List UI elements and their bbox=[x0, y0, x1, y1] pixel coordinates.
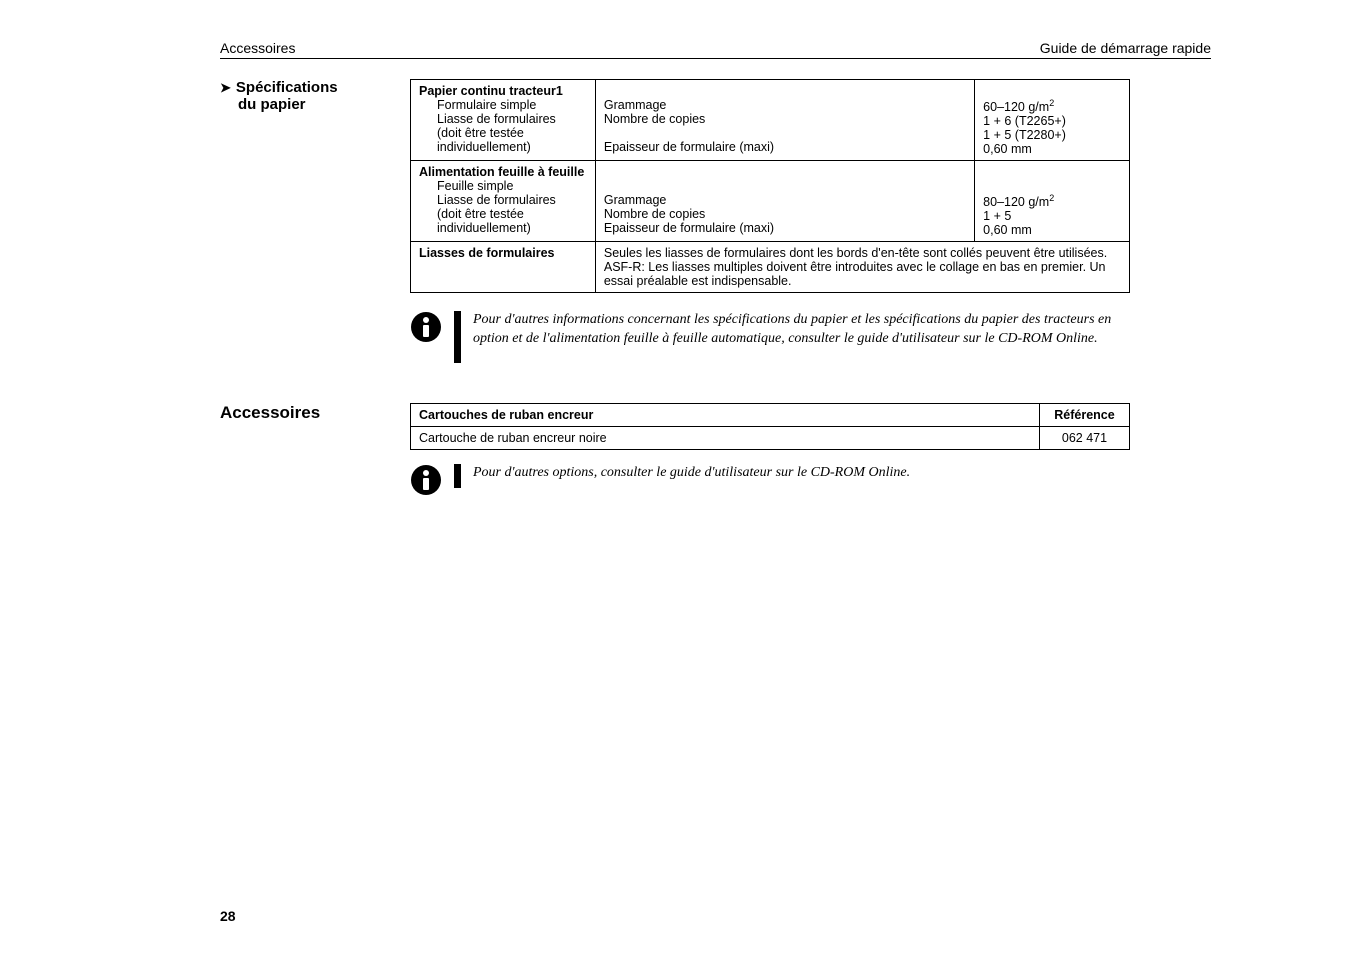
acc-row-1-col-2: 062 471 bbox=[1040, 427, 1130, 450]
info-bar bbox=[454, 464, 461, 488]
paper-spec-heading: ➤ Spécifications du papier bbox=[220, 79, 410, 113]
page-number: 28 bbox=[220, 908, 236, 924]
info-bar bbox=[454, 311, 461, 363]
accessories-info-text: Pour d'autres options, consulter le guid… bbox=[473, 464, 910, 483]
arrow-icon: ➤ bbox=[220, 80, 231, 95]
row3-merged: Seules les liasses de formulaires dont l… bbox=[595, 242, 1129, 293]
paper-spec-table: Papier continu tracteur1 Formulaire simp… bbox=[410, 79, 1130, 293]
header-right: Guide de démarrage rapide bbox=[1040, 40, 1211, 56]
acc-header-1: Cartouches de ruban encreur bbox=[411, 404, 1040, 427]
row2-heading: Alimentation feuille à feuille bbox=[419, 165, 584, 179]
spec-heading-1: Spécifications bbox=[236, 79, 338, 96]
spec-heading-2: du papier bbox=[238, 96, 306, 113]
accessories-section: Accessoires Cartouches de ruban encreur … bbox=[220, 403, 1211, 450]
paper-info-note: Pour d'autres informations concernant le… bbox=[410, 311, 1211, 363]
page-header: Accessoires Guide de démarrage rapide bbox=[220, 40, 1211, 59]
row3-heading: Liasses de formulaires bbox=[419, 246, 554, 260]
header-left: Accessoires bbox=[220, 40, 295, 56]
acc-row-1-col-1: Cartouche de ruban encreur noire bbox=[411, 427, 1040, 450]
info-icon bbox=[410, 464, 442, 496]
info-icon bbox=[410, 311, 442, 343]
paper-spec-section: ➤ Spécifications du papier Papier continu… bbox=[220, 79, 1211, 293]
row1-heading: Papier continu tracteur1 bbox=[419, 84, 563, 98]
accessories-table: Cartouches de ruban encreur Référence Ca… bbox=[410, 403, 1130, 450]
paper-info-text: Pour d'autres informations concernant le… bbox=[473, 311, 1113, 349]
accessories-title: Accessoires bbox=[220, 403, 410, 423]
accessories-info-note: Pour d'autres options, consulter le guid… bbox=[410, 464, 1211, 496]
acc-header-2: Référence bbox=[1040, 404, 1130, 427]
